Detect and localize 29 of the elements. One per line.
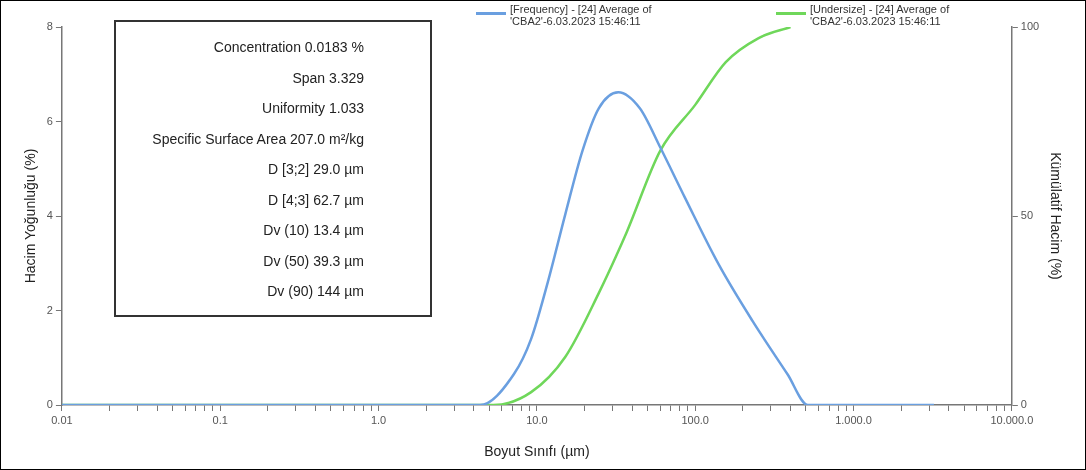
y2-tick-label: 50 — [1020, 209, 1034, 222]
x-tick-label: 1.000.0 — [835, 413, 872, 426]
x-tick-label: 1.0 — [370, 413, 387, 426]
x-tick-label: 10.0 — [526, 413, 548, 426]
annotation: Dv (10) 13.4 µm — [262, 221, 365, 240]
annotation: Span 3.329 — [291, 68, 365, 88]
y2-tick-label: 0 — [1020, 398, 1027, 411]
annotation: Dv (50) 39.3 µm — [262, 251, 365, 271]
annotation: Dv (90) 144 µm — [266, 282, 365, 301]
annotation: D [3;2] 29.0 µm — [267, 160, 365, 179]
annotation: D [4;3] 62.7 µm — [267, 190, 365, 210]
y-tick-label: 4 — [46, 209, 53, 222]
x-axis-title: Boyut Sınıfı (µm) — [484, 443, 590, 460]
y-axis-title: Hacim Yoğunluğu (%) — [22, 148, 39, 284]
y-tick-label: 0 — [46, 398, 53, 411]
annotation: Specific Surface Area 207.0 m²/kg — [151, 129, 365, 149]
annotation: Concentration 0.0183 % — [212, 38, 365, 57]
y2-axis-title: Kümülatif Hacim (%) — [1047, 152, 1064, 280]
y-tick-label: 6 — [46, 114, 53, 127]
x-tick-label: 100.0 — [681, 413, 709, 426]
legend-label: [Frequency] - [24] Average of 'CBA2'-6.03.2023 15:46:11 — [510, 3, 653, 27]
annotation: Uniformity 1.033 — [261, 99, 365, 118]
y-tick-label: 2 — [46, 303, 53, 316]
y-tick-label: 8 — [46, 20, 53, 33]
y2-tick-label: 100 — [1020, 20, 1040, 33]
x-tick-label: 0.01 — [51, 413, 73, 426]
x-tick-label: 10.000.0 — [990, 413, 1034, 426]
x-tick-label: 0.1 — [212, 413, 228, 426]
legend-label: [Undersize] - [24] Average of 'CBA2'-6.03.2023 15:46:11 — [810, 3, 950, 27]
